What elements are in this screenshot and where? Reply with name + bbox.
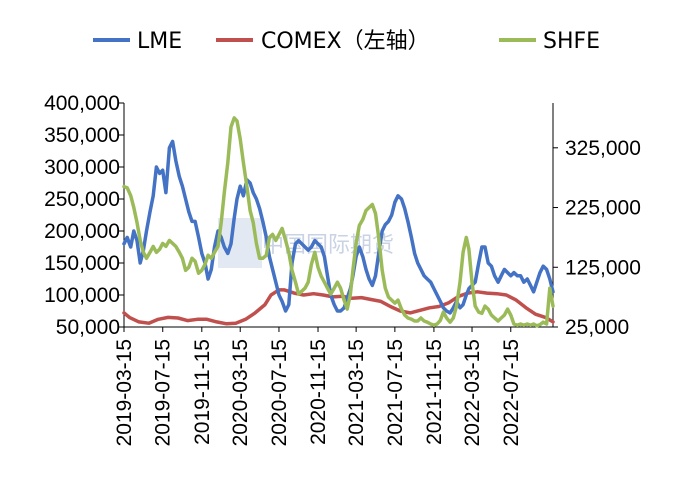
left-y-tick-label: 100,000 <box>44 284 120 307</box>
left-y-tick-label: 350,000 <box>44 124 120 147</box>
right-y-tick-label: 125,000 <box>565 256 641 279</box>
right-y-tick-label: 225,000 <box>565 197 641 220</box>
legend-label-shfe: SHFE <box>543 29 600 54</box>
series-line-lme <box>122 139 555 315</box>
right-y-tick-label: 325,000 <box>565 137 641 160</box>
x-tick-label: 2020-03-15 <box>229 339 252 446</box>
x-tick-label: 2019-11-15 <box>191 339 214 445</box>
x-tick-label: 2019-03-15 <box>113 339 136 446</box>
right-y-tick-label: 25,000 <box>565 316 629 339</box>
x-tick-label: 2019-07-15 <box>152 339 175 446</box>
left-y-tick-label: 400,000 <box>44 92 120 115</box>
x-tick-label: 2021-11-15 <box>423 339 446 445</box>
x-tick-label: 2021-03-15 <box>345 339 368 446</box>
legend: LME COMEX（左轴） SHFE <box>93 29 600 54</box>
watermark: 中国国际期货 <box>218 218 394 268</box>
left-y-tick-label: 250,000 <box>44 188 120 211</box>
x-tick-label: 2020-07-15 <box>268 339 291 446</box>
x-tick-label: 2020-11-15 <box>307 339 330 445</box>
legend-label-lme: LME <box>137 29 182 54</box>
legend-label-comex: COMEX（左轴） <box>261 29 430 54</box>
series-line-comex <box>122 288 555 326</box>
x-tick-label: 2022-03-15 <box>461 339 484 446</box>
series-line-shfe <box>122 116 555 328</box>
watermark-text: 中国国际期货 <box>262 233 394 258</box>
x-tick-label: 2022-07-15 <box>500 339 523 446</box>
left-y-tick-label: 200,000 <box>44 220 120 243</box>
left-y-tick-label: 50,000 <box>56 316 120 339</box>
x-tick-label: 2021-07-15 <box>384 339 407 446</box>
left-y-tick-label: 300,000 <box>44 156 120 179</box>
left-y-tick-label: 150,000 <box>44 252 120 275</box>
